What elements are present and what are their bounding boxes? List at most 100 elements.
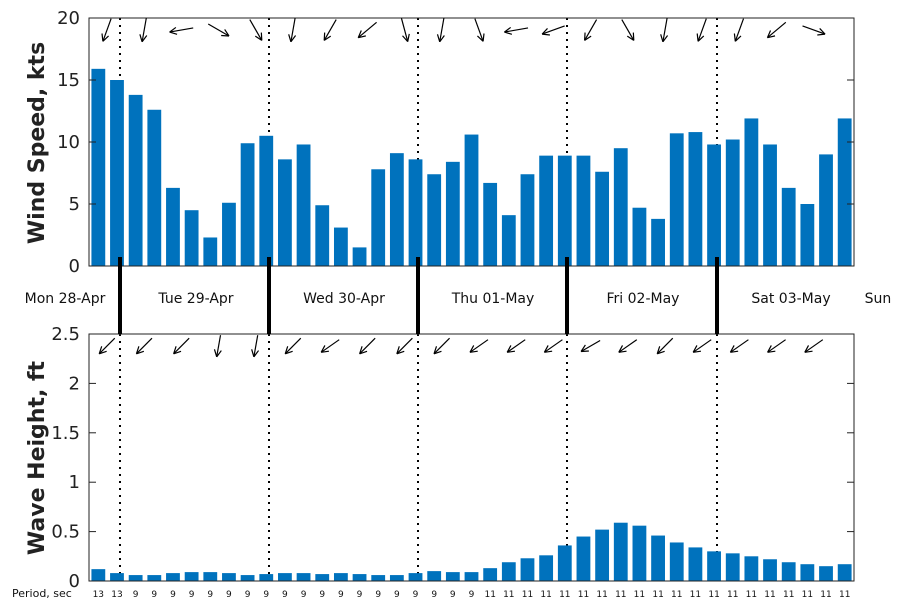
wave-arrow-head [320,345,330,353]
period-label: 11 [578,590,589,600]
wave-bar [445,572,460,581]
period-label: 13 [93,590,104,600]
wind-arrow-head [477,33,485,42]
period-label: 9 [375,590,381,600]
wave-direction-arrow [251,335,260,358]
wind-arrow-shaft [400,18,409,42]
period-label: 11 [802,590,813,600]
wind-direction-arrow [323,19,337,41]
wind-bar [688,132,703,266]
wind-bar [408,159,423,266]
wave-direction-arrow [396,337,413,355]
wind-direction-arrow [357,21,377,39]
period-label: 11 [503,590,514,600]
wind-ytick-label: 15 [57,70,80,91]
period-label: 11 [484,590,495,600]
period-label: 9 [282,590,288,600]
wave-direction-arrow [433,337,451,355]
wave-arrow-shaft [469,339,489,353]
wind-speed-panel: 0 5 10 15 20 [57,8,855,277]
wave-bar [800,564,815,581]
wind-arrow-shaft [734,18,745,42]
wind-bar [128,94,143,266]
wave-direction-arrow [320,339,340,353]
wind-bar [557,155,572,266]
wind-bar [240,143,255,266]
wind-bar [203,237,218,266]
wind-arrow-head [660,34,669,43]
wave-bar [613,522,628,581]
wave-bar [557,545,572,581]
wind-arrow-shaft [802,25,826,35]
wind-bar [445,161,460,266]
wave-arrow-head [656,346,665,355]
wind-bar [725,139,740,266]
wave-arrow-shaft [580,339,601,353]
period-label: 11 [634,590,645,600]
wind-bar [781,187,796,266]
wave-bar [278,573,292,581]
wave-bar [539,555,554,581]
period-label: 9 [450,590,456,600]
wind-arrow-head [169,26,178,35]
wind-arrow-head [766,30,776,39]
wave-bar [763,559,777,581]
wind-direction-arrow [696,18,707,42]
wave-bar [837,564,852,581]
wave-arrow-head [98,346,107,355]
wind-bar [763,144,777,266]
wave-bar [688,547,703,581]
period-label: 11 [820,590,831,600]
period-label: 9 [319,590,325,600]
wave-arrow-shaft [692,339,712,353]
wind-bar [613,148,628,266]
period-label: 11 [746,590,757,600]
period-label: 9 [170,590,176,600]
wave-direction-arrow [729,339,749,353]
wind-direction-arrow [660,18,669,43]
period-label: 9 [469,590,475,600]
wave-direction-arrow [656,337,674,355]
wind-direction-arrow [169,26,194,35]
wave-arrow-head [543,345,553,353]
wave-bar [520,558,535,581]
wind-arrow-shaft [323,19,337,41]
wave-bar [147,575,162,581]
wave-bar [184,572,199,581]
wind-bar [707,144,721,266]
wave-arrow-head [692,345,702,353]
wind-bar [278,159,292,266]
wind-bar [389,153,404,266]
wave-arrow-shaft [730,339,749,353]
wind-direction-arrow [207,23,230,37]
period-label: 9 [431,590,437,600]
wind-arrow-shaft [584,19,598,41]
wave-arrow-head [396,346,405,355]
period-label: 9 [338,590,344,600]
period-label: 9 [151,590,157,600]
wind-bar [427,174,442,266]
wind-arrow-shaft [357,21,377,39]
wave-bar [408,573,423,581]
wave-arrow-shaft [320,339,340,353]
wind-direction-arrow [621,19,635,41]
wave-arrow-shaft [506,339,526,353]
wave-direction-arrow [469,339,489,353]
wind-arrow-shaft [474,18,484,42]
wave-bar [222,573,236,581]
period-label: 9 [413,590,419,600]
wave-bar [651,535,665,581]
wind-bar [222,202,236,266]
wave-bar [744,556,759,581]
wind-ytick-label: 0 [69,256,80,277]
period-label: 9 [394,590,400,600]
wave-arrow-shaft [618,339,638,353]
wave-bar [576,536,591,581]
wave-ytick-label: 2 [69,373,80,394]
wind-bar [576,155,591,266]
wind-bar [110,80,124,266]
wave-ytick-label: 0.5 [51,522,80,543]
wave-direction-arrow [804,339,824,353]
wave-arrow-shaft [656,337,674,355]
wind-direction-arrow [766,21,787,39]
